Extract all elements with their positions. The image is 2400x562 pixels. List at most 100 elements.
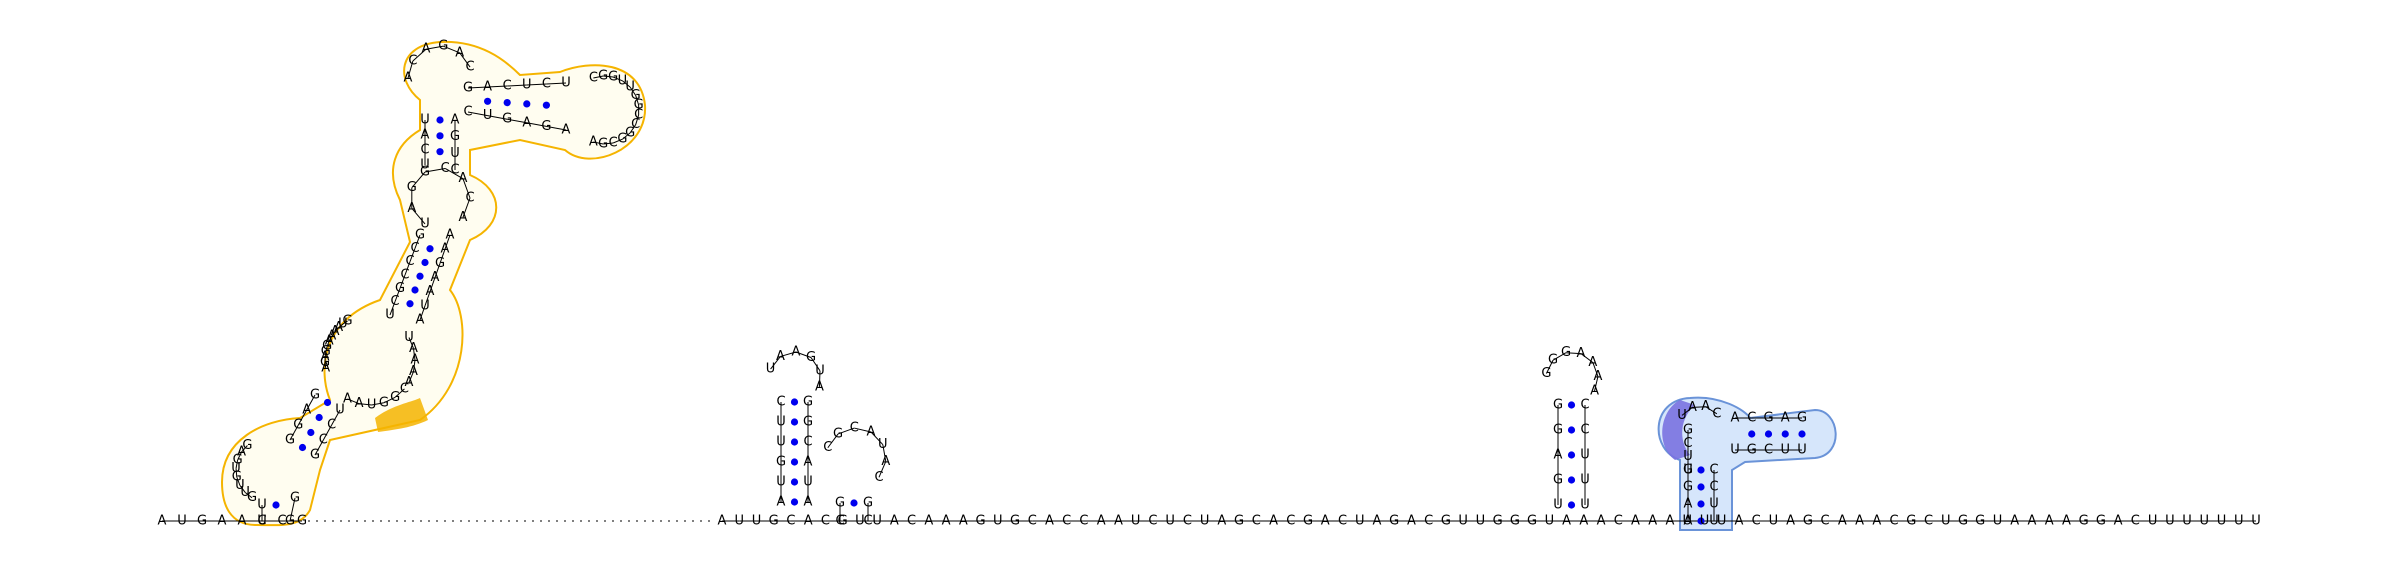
backbone-left-nt: U — [177, 514, 187, 529]
backbone-main-nt: G — [1010, 514, 1020, 529]
middle-hairpin-loop-nt: A — [776, 349, 785, 364]
large-hairpin-right-loop-nt: C — [631, 117, 640, 132]
large-hairpin-top-stem-5p-nt: U — [561, 76, 571, 91]
large-hairpin-top-stem-3p-link — [546, 125, 567, 131]
large-hairpin-big-loop-left-link — [334, 327, 340, 333]
large-hairpin-big-loop-left-link — [328, 335, 333, 342]
pseudoknot-left-stem-nt: A — [1684, 497, 1693, 512]
large-hairpin-diag-5p-nt: C — [390, 294, 399, 309]
large-hairpin-right-loop-link — [635, 114, 640, 125]
large-hairpin-lower-5p-link — [297, 409, 308, 426]
large-hairpin-orange-loop-link — [347, 398, 360, 405]
large-hairpin-orange-loop-link — [394, 388, 405, 398]
backbone-lines — [162, 45, 2256, 522]
backbone-main-nt: A — [890, 514, 899, 529]
large-hairpin-top-stem-3p-nt: U — [483, 108, 493, 123]
pseudoknot-loop-link — [1692, 406, 1706, 408]
middle-hairpin-loop-link — [770, 356, 781, 370]
backbone-main-nt: C — [1028, 514, 1037, 529]
large-hairpin-base-loop-link — [235, 459, 239, 469]
large-hairpin-orange-bulge — [375, 398, 428, 432]
large-hairpin-mid-loop-nt: C — [441, 161, 450, 176]
large-hairpin-top-stem-5p-link — [487, 85, 508, 88]
large-hairpin-diag-5p-link — [389, 301, 396, 316]
large-hairpin-big-loop-left-link — [338, 323, 344, 329]
middle-stem-pair — [790, 398, 799, 406]
small-hairpin-loop-nt: A — [1590, 384, 1599, 399]
middle-side-stem-3p-nt: G — [863, 496, 873, 511]
large-hairpin-base-3p-nt: G — [285, 514, 295, 529]
backbone-main-nt: U — [1355, 514, 1365, 529]
large-hairpin-base-3p-nt: G — [290, 491, 300, 506]
large-hairpin-big-loop-right-link — [408, 337, 414, 349]
large-hairpin-base-loop-nt: G — [232, 470, 242, 485]
pseudoknot-highlight — [1662, 400, 1695, 460]
large-hairpin-diag-3p-link — [444, 234, 451, 250]
large-hairpin-big-loop-right-nt: A — [405, 375, 414, 390]
middle-stem-5p-nt: G — [776, 455, 786, 470]
large-hairpin-big-loop-left-nt: G — [321, 344, 331, 359]
backbone-main-nt: G — [1234, 514, 1244, 529]
backbone-main-nt: A — [1114, 514, 1123, 529]
large-hairpin-diag-3p-link — [424, 291, 431, 306]
backbone-main-nt: G — [838, 514, 848, 529]
middle-stem-5p-nt: U — [776, 475, 786, 490]
large-hairpin-top-stem-3p-link — [467, 111, 488, 117]
small-hairpin-pair — [1567, 451, 1576, 459]
large-hairpin-base-loop-nt: U — [231, 461, 241, 476]
large-hairpin-orange-loop-link — [383, 396, 396, 404]
middle-stem-5p-nt: U — [776, 435, 786, 450]
small-hairpin-stem-3p-nt: U — [1580, 498, 1590, 513]
large-hairpin-diag-5p-nt: C — [400, 268, 409, 283]
pseudoknot-stem-3p-nt: G — [1747, 443, 1757, 458]
backbone-main-nt: U — [1476, 514, 1486, 529]
large-hairpin-upper-pair — [436, 148, 444, 156]
large-hairpin-top-loop-link — [459, 52, 471, 68]
middle-side-loop-link — [854, 427, 872, 433]
small-hairpin-stem-3p-nt: C — [1580, 423, 1589, 438]
large-hairpin-mid-loop-nt: A — [407, 201, 416, 216]
large-hairpin-big-loop-left-nt: G — [342, 314, 352, 329]
large-hairpin-top-stem-5p-link — [546, 82, 567, 85]
backbone-left-nt: A — [218, 514, 227, 529]
large-hairpin-mid-loop-link — [462, 178, 471, 199]
large-hairpin-big-loop-left-nt: G — [320, 355, 330, 370]
middle-side-stem-3p-nt: C — [863, 514, 872, 529]
pseudoknot-left-arc-nt: G — [1683, 423, 1693, 438]
large-hairpin-right-loop-link — [603, 75, 614, 78]
small-hairpin-pair — [1567, 426, 1576, 434]
large-hairpin-big-loop-right-nt: A — [409, 341, 418, 356]
pseudoknot-stem-3p-nt: C — [1764, 443, 1773, 458]
large-hairpin-top-pair — [503, 99, 511, 107]
large-hairpin-lower-5p-link — [306, 394, 316, 411]
backbone-main-nt: U — [734, 514, 744, 529]
large-hairpin-mid-loop-link — [411, 207, 426, 225]
large-hairpin-big-loop-left-nt: A — [331, 324, 340, 339]
pseudoknot-vertical-pair — [1697, 483, 1705, 491]
large-hairpin-lower-pair — [323, 398, 332, 407]
backbone-main-nt: A — [2114, 514, 2123, 529]
large-hairpin-upper-pair — [436, 132, 444, 140]
large-hairpin-orange-loop-nt: G — [379, 395, 389, 410]
backbone-main-nt: G — [976, 514, 986, 529]
middle-stem-pair — [790, 438, 799, 446]
large-hairpin-top-stem-5p-link — [467, 86, 488, 89]
pseudoknot-loop-nt: U — [1677, 408, 1687, 423]
pseudoknot-loop-nt: A — [1701, 399, 1710, 414]
backbone-main-nt: U — [2200, 514, 2210, 529]
backbone-main-nt: A — [942, 514, 951, 529]
middle-hairpin-loop-link — [795, 351, 812, 358]
large-hairpin-top-loop-nt: A — [422, 42, 431, 57]
large-hairpin-diag-3p-nt: U — [420, 298, 430, 313]
pseudoknot-left-stem-nt: A — [1684, 514, 1693, 529]
backbone-main-nt: C — [907, 514, 916, 529]
large-hairpin-diag-5p-link — [409, 248, 416, 262]
backbone-main-nt: G — [1958, 514, 1968, 529]
backbone-main-nt: A — [1269, 514, 1278, 529]
large-hairpin-lower-3p-nt: U — [335, 403, 345, 418]
pseudoknot-right-stem-nt: C — [1709, 463, 1718, 478]
backbone-left-nt: G — [297, 514, 307, 529]
large-hairpin-top-loop-nt: A — [404, 71, 413, 86]
large-hairpin-top-stem-5p-link — [526, 83, 547, 86]
